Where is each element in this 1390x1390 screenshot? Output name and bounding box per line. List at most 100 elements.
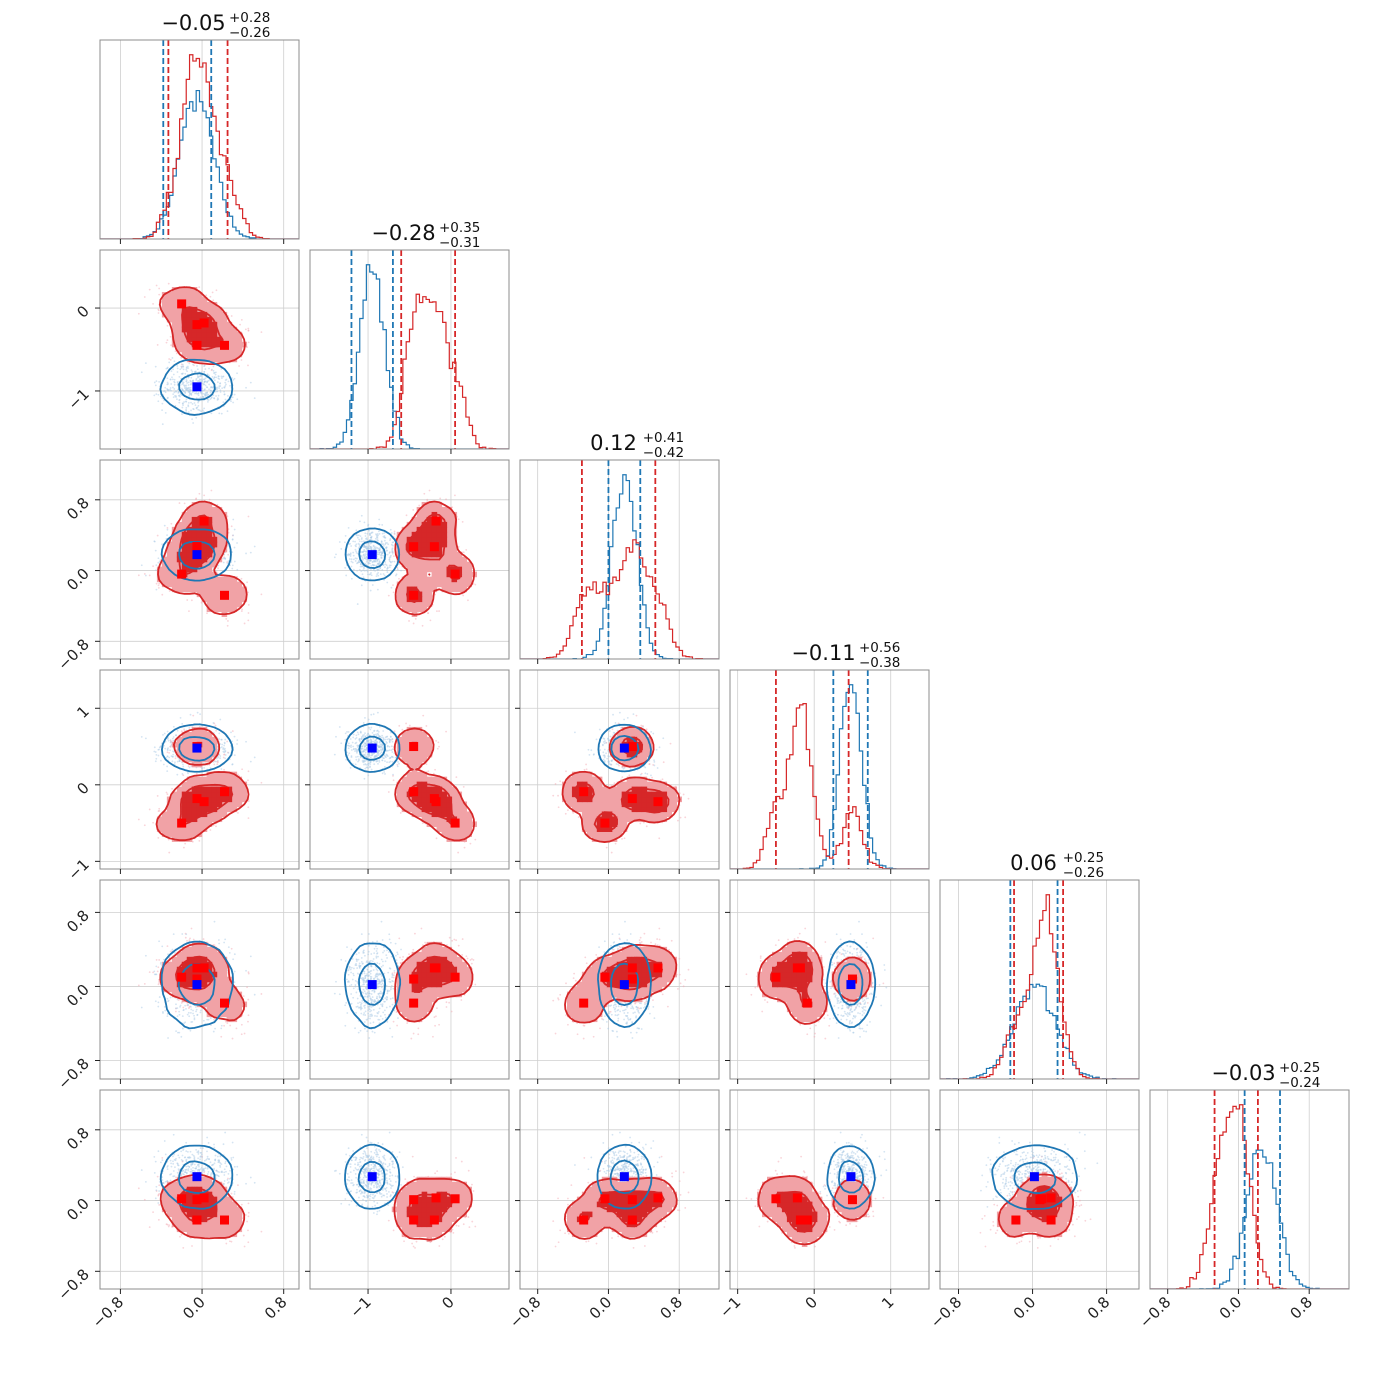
sample-point-blue <box>350 558 353 561</box>
sample-point-red <box>462 551 465 554</box>
red-contour-fill-outer <box>416 566 423 573</box>
sample-point-red <box>166 527 169 529</box>
sample-point-red <box>158 582 161 585</box>
panel-frame <box>309 459 510 660</box>
red-contour-fill-outer <box>161 571 168 578</box>
sample-point-blue <box>197 400 200 402</box>
red-contour-fill-outer <box>206 601 213 608</box>
sample-point-blue <box>188 726 191 729</box>
sample-point-blue <box>362 566 365 569</box>
red-contour-fill-outer <box>446 526 453 533</box>
sample-point-blue <box>348 558 351 560</box>
red-contour-fill-outer <box>446 581 453 588</box>
red-contour-fill-outer <box>421 606 428 613</box>
red-contour-fill-outer <box>401 586 408 593</box>
sample-point-red <box>214 724 217 727</box>
red-contour-fill-outer <box>211 561 218 568</box>
red-contour-fill-outer <box>171 536 178 543</box>
sample-point-blue <box>185 388 187 391</box>
red-contour-fill-inner <box>191 311 198 318</box>
sample-point-blue <box>391 552 394 555</box>
panel-title-minus: −0.31 <box>439 235 480 251</box>
red-contour-fill-outer <box>181 516 188 523</box>
sample-point-blue <box>223 386 226 389</box>
red-contour-fill-outer <box>426 576 433 583</box>
red-contour-fill-outer <box>216 581 223 588</box>
sample-point-blue <box>366 569 368 572</box>
red-contour-fill-inner <box>186 321 193 328</box>
sample-point-red <box>169 358 172 361</box>
red-contour-fill-outer <box>211 571 218 578</box>
red-contour-fill-outer <box>201 596 208 603</box>
sample-point-red <box>157 836 160 839</box>
red-contour-fill-outer <box>466 561 472 568</box>
sample-point-red <box>412 509 415 511</box>
sample-point-blue <box>231 377 233 379</box>
red-contour-fill-outer <box>426 591 433 598</box>
red-contour-fill-outer <box>196 576 203 583</box>
sample-point-blue <box>171 357 174 359</box>
red-contour-fill-inner <box>421 521 428 528</box>
red-contour-fill-outer <box>196 506 203 513</box>
red-contour-fill-outer <box>176 576 183 583</box>
red-contour-fill-outer <box>211 581 218 588</box>
red-contour-fill-outer <box>216 511 223 518</box>
sample-point-blue <box>368 547 370 550</box>
sample-point-blue <box>153 540 156 543</box>
red-contour-fill-outer <box>171 331 178 338</box>
red-contour-fill-outer <box>211 601 218 608</box>
sample-point-blue <box>196 365 198 367</box>
sample-point-blue <box>379 573 382 576</box>
sample-point-blue <box>378 523 381 526</box>
sample-point-blue <box>144 737 147 740</box>
red-contour-fill-outer <box>226 351 233 358</box>
sample-point-blue <box>391 541 394 544</box>
sample-point-red <box>423 492 426 495</box>
red-contour-fill-outer <box>401 536 408 543</box>
sample-point-blue <box>370 568 372 571</box>
sample-point-red <box>213 763 216 766</box>
red-contour-fill-outer <box>231 341 238 348</box>
sample-point-blue <box>196 711 199 714</box>
sample-point-red <box>143 296 146 298</box>
red-contour-fill-outer <box>416 561 423 568</box>
sample-point-blue <box>355 543 358 546</box>
sample-point-red <box>247 327 250 330</box>
sample-point-blue <box>224 398 227 401</box>
sample-point-blue <box>360 537 363 539</box>
red-contour-line <box>405 513 463 603</box>
red-contour-fill-inner <box>181 556 188 563</box>
sample-point-blue <box>395 574 397 577</box>
red-contour-fill-outer <box>171 556 178 563</box>
sample-point-blue <box>384 561 387 563</box>
sample-point-blue <box>233 377 236 380</box>
sample-point-blue <box>207 400 209 403</box>
red-contour-fill-outer <box>421 566 428 573</box>
sample-point-blue <box>389 564 392 567</box>
red-contour-fill-inner <box>181 316 188 323</box>
red-contour-fill-outer <box>171 321 178 328</box>
sample-point-red <box>170 522 173 525</box>
sample-point-blue <box>155 380 158 383</box>
sample-point-blue <box>347 554 349 557</box>
sample-point-blue <box>204 384 207 387</box>
red-contour-fill-outer <box>401 596 408 603</box>
red-contour-fill-outer <box>461 581 468 588</box>
red-contour-fill-inner <box>186 336 193 343</box>
sample-point-blue <box>215 395 217 397</box>
red-contour-fill-inner <box>191 331 198 338</box>
sample-point-blue <box>203 393 206 396</box>
sample-point-blue <box>196 375 199 378</box>
sample-point-blue <box>217 394 220 397</box>
sample-point-blue <box>222 561 225 564</box>
red-contour-fill-outer <box>416 576 423 583</box>
red-contour-fill-outer <box>396 591 403 598</box>
sample-point-blue <box>386 553 389 556</box>
red-contour-fill-inner <box>186 546 193 553</box>
truth-marker-red <box>192 340 202 350</box>
red-contour-fill-outer <box>206 351 213 358</box>
red-contour-fill-outer <box>186 581 193 588</box>
sample-point-red <box>418 504 421 507</box>
sample-point-blue <box>354 557 357 560</box>
red-contour-fill-inner <box>206 326 213 333</box>
